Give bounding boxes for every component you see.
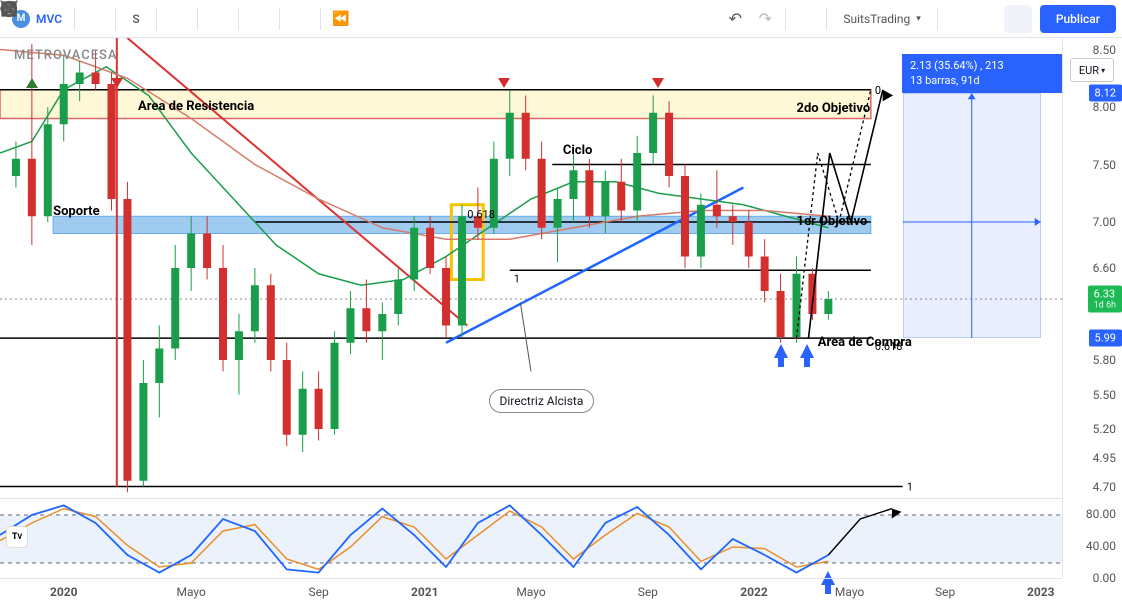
svg-text:0: 0 bbox=[875, 84, 881, 97]
replay-button[interactable]: ⏪ bbox=[327, 5, 355, 33]
label-objetivo-2: 2do Objetivo bbox=[797, 101, 871, 116]
currency-selector[interactable]: EUR ▾ bbox=[1070, 58, 1114, 82]
svg-text:1: 1 bbox=[907, 481, 913, 494]
price-tag: 5.99 bbox=[1089, 330, 1122, 347]
price-tick: 7.00 bbox=[1093, 215, 1116, 229]
svg-text:1: 1 bbox=[514, 272, 520, 285]
callout-directriz: Directriz Alcista bbox=[489, 389, 595, 413]
time-tick: Sep bbox=[638, 585, 658, 599]
price-tick: 4.70 bbox=[1093, 480, 1116, 494]
user-layout-button[interactable]: SuitsTrading ▾ bbox=[833, 5, 930, 33]
currency-label: EUR bbox=[1079, 64, 1099, 77]
price-tick: 7.50 bbox=[1093, 158, 1116, 172]
time-tick: 2021 bbox=[411, 585, 439, 599]
sell-marker-icon bbox=[652, 78, 664, 88]
interval-button[interactable]: S bbox=[122, 5, 150, 33]
tradingview-logo: TV bbox=[6, 526, 28, 548]
top-toolbar: M MVC S ⏪ ↶ ↷ SuitsTrading ▾ Publicar bbox=[0, 0, 1122, 38]
price-tick: 8.00 bbox=[1093, 100, 1116, 114]
price-tick: 6.60 bbox=[1093, 261, 1116, 275]
buy-marker-icon bbox=[26, 78, 38, 88]
time-tick: 2023 bbox=[1027, 585, 1055, 599]
buy-arrow-icon bbox=[800, 344, 814, 358]
indicator-tick: 80.00 bbox=[1086, 507, 1116, 521]
time-axis[interactable]: 2020 Mayo Sep 2021 Mayo Sep 2022 Mayo Sep 2023 bbox=[0, 578, 1062, 606]
layouts-button[interactable] bbox=[245, 5, 273, 33]
label-soporte: Soporte bbox=[53, 204, 100, 219]
time-tick: Sep bbox=[935, 585, 955, 599]
settings-button[interactable] bbox=[944, 5, 972, 33]
indicator-pane[interactable]: TV bbox=[0, 498, 1062, 578]
time-tick: Mayo bbox=[176, 585, 205, 599]
buy-arrow-icon bbox=[774, 344, 788, 358]
sell-marker-icon bbox=[498, 78, 510, 88]
label-objetivo-1: 1er Objetivo bbox=[797, 214, 868, 229]
time-tick: 2022 bbox=[740, 585, 768, 599]
time-tick: Sep bbox=[308, 585, 328, 599]
price-tick: 5.50 bbox=[1093, 388, 1116, 402]
svg-text:0.618: 0.618 bbox=[467, 208, 495, 221]
price-pane[interactable]: 00.61810.6181 METROVACESA Area de Resist… bbox=[0, 38, 1062, 498]
redo-button[interactable]: ↷ bbox=[751, 5, 779, 33]
label-compra: Area de Compra bbox=[818, 335, 912, 350]
indicator-tick: 40.00 bbox=[1086, 539, 1116, 553]
publish-button[interactable]: Publicar bbox=[1040, 5, 1116, 33]
snapshot-button[interactable] bbox=[1004, 5, 1032, 33]
current-price-tag: 6.331d 6h bbox=[1088, 286, 1122, 313]
candle-style-button[interactable] bbox=[163, 5, 191, 33]
price-tick: 4.95 bbox=[1093, 451, 1116, 465]
indicators-button[interactable] bbox=[204, 5, 232, 33]
indicator-y-axis[interactable]: 80.0040.000.00 bbox=[1062, 498, 1122, 578]
indicator-tick: 0.00 bbox=[1093, 571, 1116, 585]
fullscreen-button[interactable] bbox=[974, 5, 1002, 33]
company-label: METROVACESA bbox=[14, 48, 118, 63]
time-tick: Mayo bbox=[516, 585, 545, 599]
sell-marker-icon bbox=[111, 78, 123, 88]
chevron-down-icon: ▾ bbox=[916, 14, 921, 24]
time-tick: 2020 bbox=[50, 585, 78, 599]
measure-tooltip: 2.13 (35.64%) , 213 13 barras, 91d bbox=[902, 54, 1062, 93]
alert-button[interactable] bbox=[286, 5, 314, 33]
add-button[interactable] bbox=[81, 5, 109, 33]
chevron-down-icon: ▾ bbox=[1101, 66, 1105, 75]
user-name: SuitsTrading bbox=[843, 12, 910, 26]
symbol-text: MVC bbox=[36, 12, 62, 26]
time-tick: Mayo bbox=[835, 585, 864, 599]
price-tick: 5.20 bbox=[1093, 422, 1116, 436]
price-tick: 5.80 bbox=[1093, 353, 1116, 367]
label-resistencia: Area de Resistencia bbox=[138, 99, 254, 114]
chart-area: 00.61810.6181 METROVACESA Area de Resist… bbox=[0, 38, 1122, 578]
price-tag: 8.12 bbox=[1089, 85, 1122, 102]
layout-single-button[interactable] bbox=[792, 5, 820, 33]
price-tick: 8.50 bbox=[1093, 43, 1116, 57]
price-y-axis[interactable]: EUR ▾ 2.13 (35.64%) , 213 13 barras, 91d… bbox=[1062, 38, 1122, 498]
projection-box bbox=[903, 93, 1041, 338]
label-ciclo: Ciclo bbox=[563, 143, 593, 158]
undo-button[interactable]: ↶ bbox=[721, 5, 749, 33]
